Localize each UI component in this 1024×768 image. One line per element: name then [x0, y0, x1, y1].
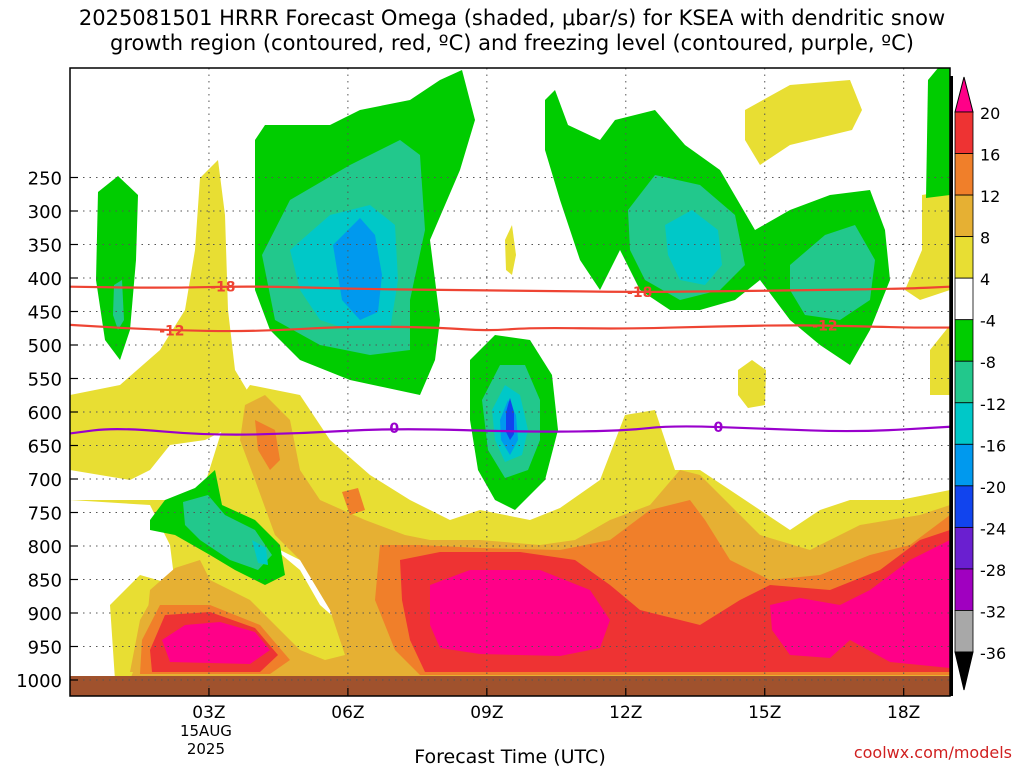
credit-link[interactable]: coolwx.com/models — [853, 743, 1012, 762]
colorbar-label: 20 — [980, 104, 1000, 123]
omega-region-teal-02z — [113, 280, 124, 330]
x-tick-label: 12Z — [609, 703, 642, 723]
y-tick-label: 750 — [28, 504, 62, 525]
colorbar-label: -24 — [980, 519, 1006, 538]
y-tick-label: 950 — [28, 638, 62, 659]
colorbar-label: -20 — [980, 478, 1006, 497]
y-tick-label: 700 — [28, 470, 62, 491]
colorbar-swatch — [954, 610, 974, 653]
omega-gap-white-lower — [70, 500, 175, 680]
contour-line--18 — [70, 285, 950, 293]
omega-region-magenta-16z — [770, 540, 950, 668]
omega-region-green-right-edge — [926, 68, 950, 198]
omega-region-upper-right-yellow — [745, 80, 862, 165]
contour-label--12: -12 — [812, 318, 837, 334]
y-tick-label: 850 — [28, 571, 62, 592]
omega-region-small-yellow-12z — [505, 225, 516, 275]
colorbar-label: 12 — [980, 187, 1000, 206]
omega-region-lower-orange — [255, 420, 280, 470]
grid-lines — [70, 68, 950, 696]
colorbar-swatch — [954, 194, 974, 238]
colorbar-swatch — [954, 277, 974, 321]
colorbar-label: -12 — [980, 395, 1006, 414]
colorbar-label: -16 — [980, 436, 1006, 455]
colorbar-legend: 20 16 12 8 4 -4 -8 -12 -16 -20 -24 -28 -32 -36 — [950, 76, 1006, 696]
colorbar-swatch — [954, 111, 974, 154]
omega-region-darkblue-10z — [506, 398, 514, 440]
colorbar-label: -36 — [980, 644, 1006, 663]
x-tick-label: 18Z — [887, 703, 920, 723]
y-tick-label: 900 — [28, 604, 62, 625]
colorbar-label: 8 — [980, 229, 990, 248]
y-tick-label: 250 — [28, 169, 62, 190]
colorbar-swatch — [954, 319, 974, 362]
contour-label--18: -18 — [210, 280, 235, 296]
y-tick-label: 350 — [28, 236, 62, 257]
colorbar-swatch — [954, 485, 974, 528]
y-axis: 250 300 350 400 450 500 550 600 650 700 750 800 850 9… — [16, 169, 78, 692]
y-tick-label: 1000 — [16, 671, 62, 692]
omega-region-green-02z — [96, 176, 138, 360]
y-tick-label: 450 — [28, 303, 62, 324]
colorbar-swatch — [954, 402, 974, 445]
contour-label--12: -12 — [159, 323, 184, 339]
x-tick-label: 03Z — [192, 703, 225, 723]
colorbar-swatch — [954, 236, 974, 279]
y-tick-label: 550 — [28, 370, 62, 391]
omega-region-left-yellow — [70, 160, 250, 480]
x-date-label: 2025 — [187, 740, 225, 758]
colorbar-swatch — [954, 360, 974, 404]
colorbar-label: 16 — [980, 146, 1000, 165]
omega-region-teal-16z — [790, 225, 875, 320]
contour-line--12 — [70, 323, 950, 333]
colorbar-label: -8 — [980, 353, 996, 372]
y-tick-label: 300 — [28, 202, 62, 223]
contour-label-0: 0 — [389, 421, 399, 437]
x-tick-label: 09Z — [470, 703, 503, 723]
chart-title: 2025081501 HRRR Forecast Omega (shaded, … — [0, 6, 1024, 56]
contour-label--18: -18 — [627, 285, 652, 301]
y-tick-label: 800 — [28, 537, 62, 558]
contour-labels: -18 -18 -12 -12 0 0 — [159, 280, 837, 437]
omega-region-orange-07z — [342, 488, 365, 515]
colorbar-bottom-arrow — [954, 651, 974, 691]
colorbar-label: -4 — [980, 312, 996, 331]
omega-region-magenta-03z — [162, 622, 270, 664]
colorbar-swatch — [954, 526, 974, 570]
ground-layer — [70, 676, 950, 696]
colorbar-label: -32 — [980, 602, 1006, 621]
colorbar-swatch — [954, 153, 974, 196]
contour-label-0: 0 — [714, 420, 724, 436]
y-tick-label: 600 — [28, 403, 62, 424]
omega-region-small-yellow-15z — [738, 360, 766, 408]
x-tick-label: 06Z — [331, 703, 364, 723]
omega-region-cyan-13z — [665, 210, 722, 285]
colorbar-swatch — [954, 568, 974, 611]
y-tick-label: 650 — [28, 437, 62, 458]
x-date-label: 15AUG — [180, 722, 232, 740]
y-tick-label: 500 — [28, 336, 62, 357]
x-tick-label: 15Z — [748, 703, 781, 723]
omega-region-blue-06z — [333, 218, 382, 320]
x-axis-label: Forecast Time (UTC) — [414, 746, 605, 768]
omega-region-teal-04z — [183, 495, 272, 570]
colorbar-top-arrow — [954, 76, 974, 113]
omega-region-cyan-04z — [252, 540, 268, 565]
omega-region-right-edge-yellow — [930, 325, 950, 395]
colorbar-edge — [950, 76, 953, 696]
omega-shading — [70, 68, 950, 696]
contour-line-0 — [70, 425, 950, 436]
colorbar-swatch — [954, 443, 974, 487]
y-tick-label: 400 — [28, 269, 62, 290]
title-line-1: 2025081501 HRRR Forecast Omega (shaded, … — [78, 6, 946, 30]
colorbar-label: 4 — [980, 270, 990, 289]
colorbar-label: -28 — [980, 561, 1006, 580]
contour-lines — [70, 285, 950, 436]
title-line-2: growth region (contoured, red, ºC) and f… — [110, 31, 914, 55]
omega-region-right-top-yellow — [905, 190, 950, 300]
